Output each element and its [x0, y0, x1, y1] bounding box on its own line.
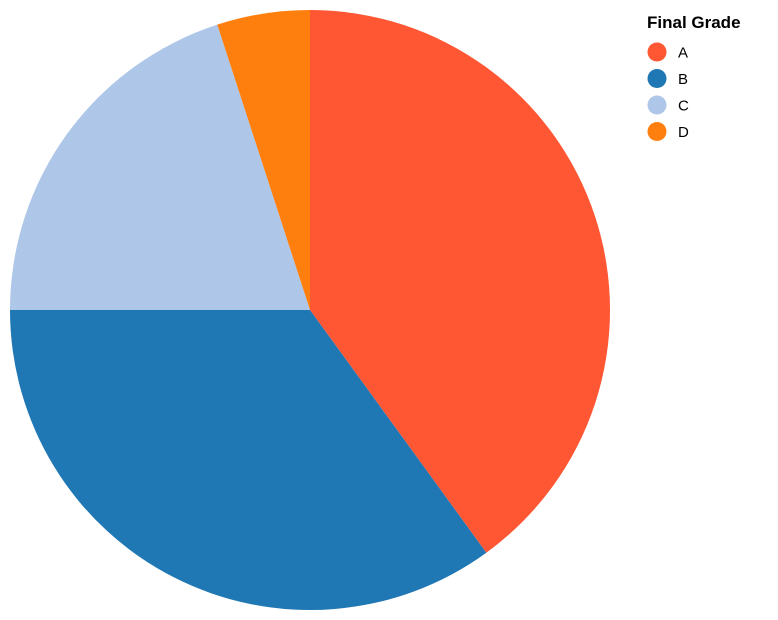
legend-title: Final Grade	[647, 13, 741, 32]
legend-swatch-b	[647, 69, 667, 88]
legend-swatch-c	[647, 95, 667, 115]
legend-label-d: D	[678, 124, 689, 141]
legend-swatch-d	[647, 122, 667, 141]
pie-slice-a	[310, 10, 611, 553]
legend-item-a: A	[647, 42, 688, 62]
legend-swatch-a	[647, 42, 667, 62]
legend-item-c: C	[647, 95, 689, 115]
legend-item-b: B	[647, 69, 688, 88]
pie-slices	[9, 9, 611, 611]
legend-label-a: A	[678, 45, 688, 62]
pie-slice-d	[217, 9, 310, 310]
legend-label-b: B	[678, 71, 688, 88]
pie-slice-b	[9, 310, 487, 611]
legend-label-c: C	[678, 98, 689, 115]
legend-item-d: D	[647, 122, 689, 141]
pie-slice-c	[10, 24, 310, 311]
